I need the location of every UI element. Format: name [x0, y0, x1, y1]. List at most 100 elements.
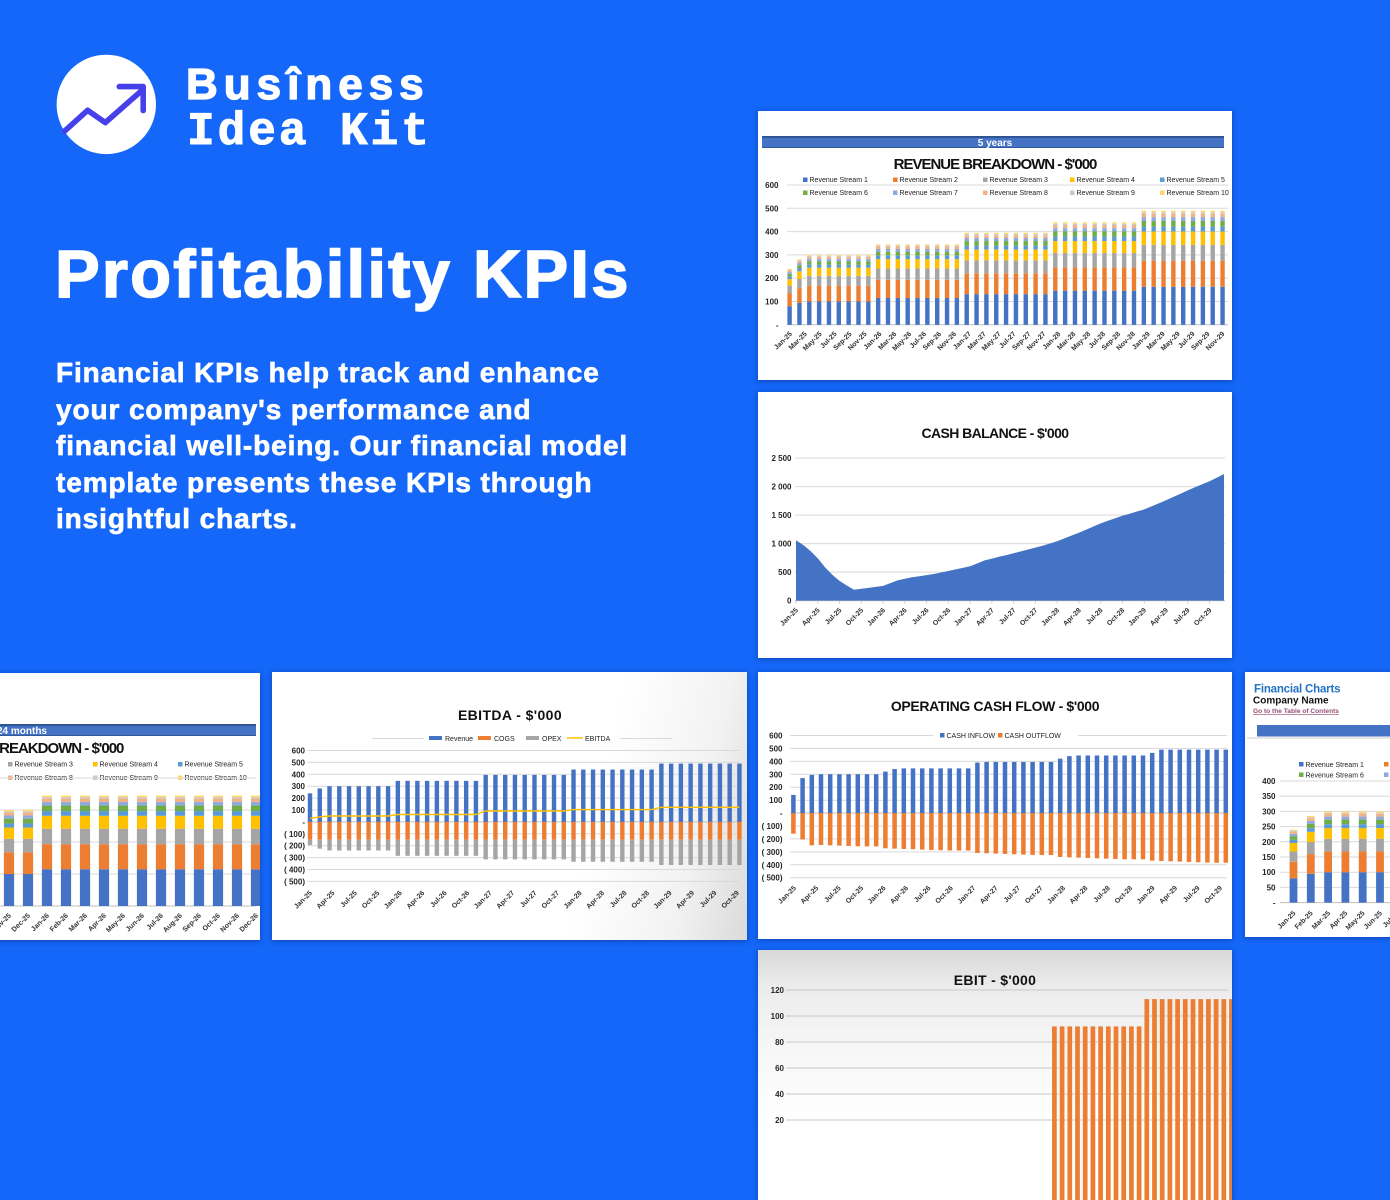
- svg-text:120: 120: [771, 986, 785, 995]
- svg-text:Revenue Stream 7: Revenue Stream 7: [900, 190, 958, 197]
- svg-text:Jan-28: Jan-28: [563, 890, 584, 911]
- svg-text:300: 300: [292, 782, 306, 791]
- svg-text:400: 400: [765, 228, 779, 237]
- svg-text:Jan-26: Jan-26: [383, 890, 404, 911]
- svg-text:200: 200: [765, 274, 779, 283]
- svg-text:Apr-29: Apr-29: [675, 890, 696, 911]
- svg-text:Jan-29: Jan-29: [653, 890, 674, 911]
- svg-text:Jan-27: Jan-27: [473, 890, 494, 911]
- svg-text:Jul-27: Jul-27: [519, 890, 538, 909]
- svg-text:Revenue: Revenue: [445, 736, 473, 743]
- svg-text:Apr-27: Apr-27: [496, 890, 517, 911]
- svg-text:100: 100: [765, 298, 779, 307]
- svg-text:Jan-28: Jan-28: [1040, 607, 1061, 628]
- svg-text:Oct-26: Oct-26: [932, 607, 952, 627]
- svg-text:Jan-26: Jan-26: [867, 885, 888, 906]
- svg-text:Revenue Stream 1: Revenue Stream 1: [810, 177, 868, 184]
- svg-text:Apr-29: Apr-29: [1158, 885, 1179, 906]
- svg-text:300: 300: [769, 770, 783, 779]
- svg-text:100: 100: [1262, 868, 1276, 877]
- svg-text:Apr-28: Apr-28: [585, 890, 606, 911]
- svg-text:Revenue Stream 5: Revenue Stream 5: [1167, 177, 1225, 184]
- svg-text:Oct-27: Oct-27: [541, 890, 561, 910]
- svg-text:100: 100: [771, 1012, 785, 1021]
- svg-text:REVENUE BREAKDOWN - $'000: REVENUE BREAKDOWN - $'000: [0, 740, 124, 757]
- svg-text:Jan-28: Jan-28: [1046, 885, 1067, 906]
- svg-text:Revenue Stream 6: Revenue Stream 6: [810, 190, 868, 197]
- svg-text:-: -: [302, 818, 305, 827]
- svg-text:Jan-25: Jan-25: [777, 885, 798, 906]
- svg-text:COGS: COGS: [494, 736, 515, 743]
- svg-text:500: 500: [769, 744, 783, 753]
- svg-text:Oct-25: Oct-25: [845, 607, 865, 627]
- svg-text:Jul-26: Jul-26: [913, 885, 932, 904]
- svg-text:Revenue Stream 3: Revenue Stream 3: [990, 177, 1048, 184]
- svg-text:-: -: [780, 809, 783, 818]
- svg-text:Nov-25: Nov-25: [0, 912, 13, 934]
- svg-text:Oct-28: Oct-28: [1114, 885, 1134, 905]
- svg-text:Jul-28: Jul-28: [1093, 885, 1112, 904]
- svg-text:Jul-25: Jul-25: [823, 885, 842, 904]
- svg-text:-: -: [776, 321, 779, 330]
- svg-text:2 000: 2 000: [771, 483, 792, 492]
- svg-text:Revenue Stream 6: Revenue Stream 6: [1306, 773, 1364, 780]
- svg-text:Dec-25: Dec-25: [11, 912, 32, 933]
- svg-text:Jul-29: Jul-29: [699, 890, 718, 909]
- svg-text:300: 300: [765, 251, 779, 260]
- svg-text:Sep-26: Sep-26: [182, 912, 203, 933]
- svg-text:Apr-27: Apr-27: [979, 885, 1000, 906]
- svg-text:0: 0: [787, 597, 792, 606]
- svg-text:CASH BALANCE - $'000: CASH BALANCE - $'000: [922, 425, 1070, 441]
- svg-text:Oct-29: Oct-29: [721, 890, 741, 910]
- svg-text:Oct-26: Oct-26: [934, 885, 954, 905]
- svg-text:Apr-27: Apr-27: [975, 607, 996, 628]
- svg-text:600: 600: [292, 747, 306, 756]
- svg-text:Revenue Stream 1: Revenue Stream 1: [1306, 762, 1364, 769]
- svg-text:( 400): ( 400): [762, 861, 783, 870]
- svg-text:EBITDA - $'000: EBITDA - $'000: [458, 707, 562, 723]
- svg-text:May-25: May-25: [1345, 910, 1367, 932]
- svg-text:Jan-27: Jan-27: [953, 607, 974, 628]
- svg-text:Revenue Stream 2: Revenue Stream 2: [900, 177, 958, 184]
- svg-text:Jul-28: Jul-28: [609, 890, 628, 909]
- svg-text:Jun-25: Jun-25: [1363, 910, 1384, 931]
- svg-text:Revenue Stream 3: Revenue Stream 3: [15, 762, 73, 769]
- svg-text:Apr-29: Apr-29: [1149, 607, 1170, 628]
- svg-text:Revenue Stream 9: Revenue Stream 9: [1077, 190, 1135, 197]
- svg-text:Company Name: Company Name: [1253, 696, 1329, 707]
- svg-text:( 100): ( 100): [284, 830, 305, 839]
- svg-text:300: 300: [1262, 807, 1276, 816]
- svg-text:OPERATING CASH FLOW - $'000: OPERATING CASH FLOW - $'000: [891, 698, 1100, 714]
- svg-text:Oct-27: Oct-27: [1019, 607, 1039, 627]
- svg-text:50: 50: [1267, 883, 1276, 892]
- svg-text:REVENUE BREAKDOWN - $'000: REVENUE BREAKDOWN - $'000: [894, 156, 1097, 173]
- svg-text:Revenue Stream 4: Revenue Stream 4: [100, 762, 158, 769]
- svg-text:500: 500: [778, 568, 792, 577]
- svg-text:Financial Charts: Financial Charts: [1254, 684, 1340, 696]
- svg-text:40: 40: [775, 1090, 784, 1099]
- svg-text:Jul-28: Jul-28: [1085, 607, 1104, 626]
- svg-text:250: 250: [1262, 823, 1276, 832]
- svg-text:Jul-26: Jul-26: [911, 607, 930, 626]
- svg-text:( 100): ( 100): [762, 822, 783, 831]
- svg-text:Jul-29: Jul-29: [1182, 885, 1201, 904]
- svg-text:( 500): ( 500): [762, 874, 783, 883]
- svg-text:Apr-25: Apr-25: [800, 885, 821, 906]
- svg-text:CASH INFLOW: CASH INFLOW: [947, 733, 996, 740]
- svg-text:400: 400: [292, 770, 306, 779]
- svg-text:Apr-26: Apr-26: [889, 885, 910, 906]
- svg-text:100: 100: [292, 806, 306, 815]
- svg-text:May-26: May-26: [105, 912, 127, 934]
- svg-text:Jan-29: Jan-29: [1136, 885, 1157, 906]
- svg-text:150: 150: [1262, 853, 1276, 862]
- svg-text:Dec-26: Dec-26: [239, 912, 260, 933]
- svg-text:Revenue Stream 8: Revenue Stream 8: [990, 190, 1048, 197]
- svg-text:Apr-28: Apr-28: [1062, 607, 1083, 628]
- svg-text:( 500): ( 500): [284, 877, 305, 886]
- svg-text:Apr-28: Apr-28: [1069, 885, 1090, 906]
- svg-text:Revenue Stream 9: Revenue Stream 9: [100, 775, 158, 782]
- svg-text:Oct-28: Oct-28: [1106, 607, 1126, 627]
- svg-text:24 months: 24 months: [0, 726, 47, 737]
- svg-text:60: 60: [775, 1064, 784, 1073]
- svg-text:Oct-25: Oct-25: [361, 890, 381, 910]
